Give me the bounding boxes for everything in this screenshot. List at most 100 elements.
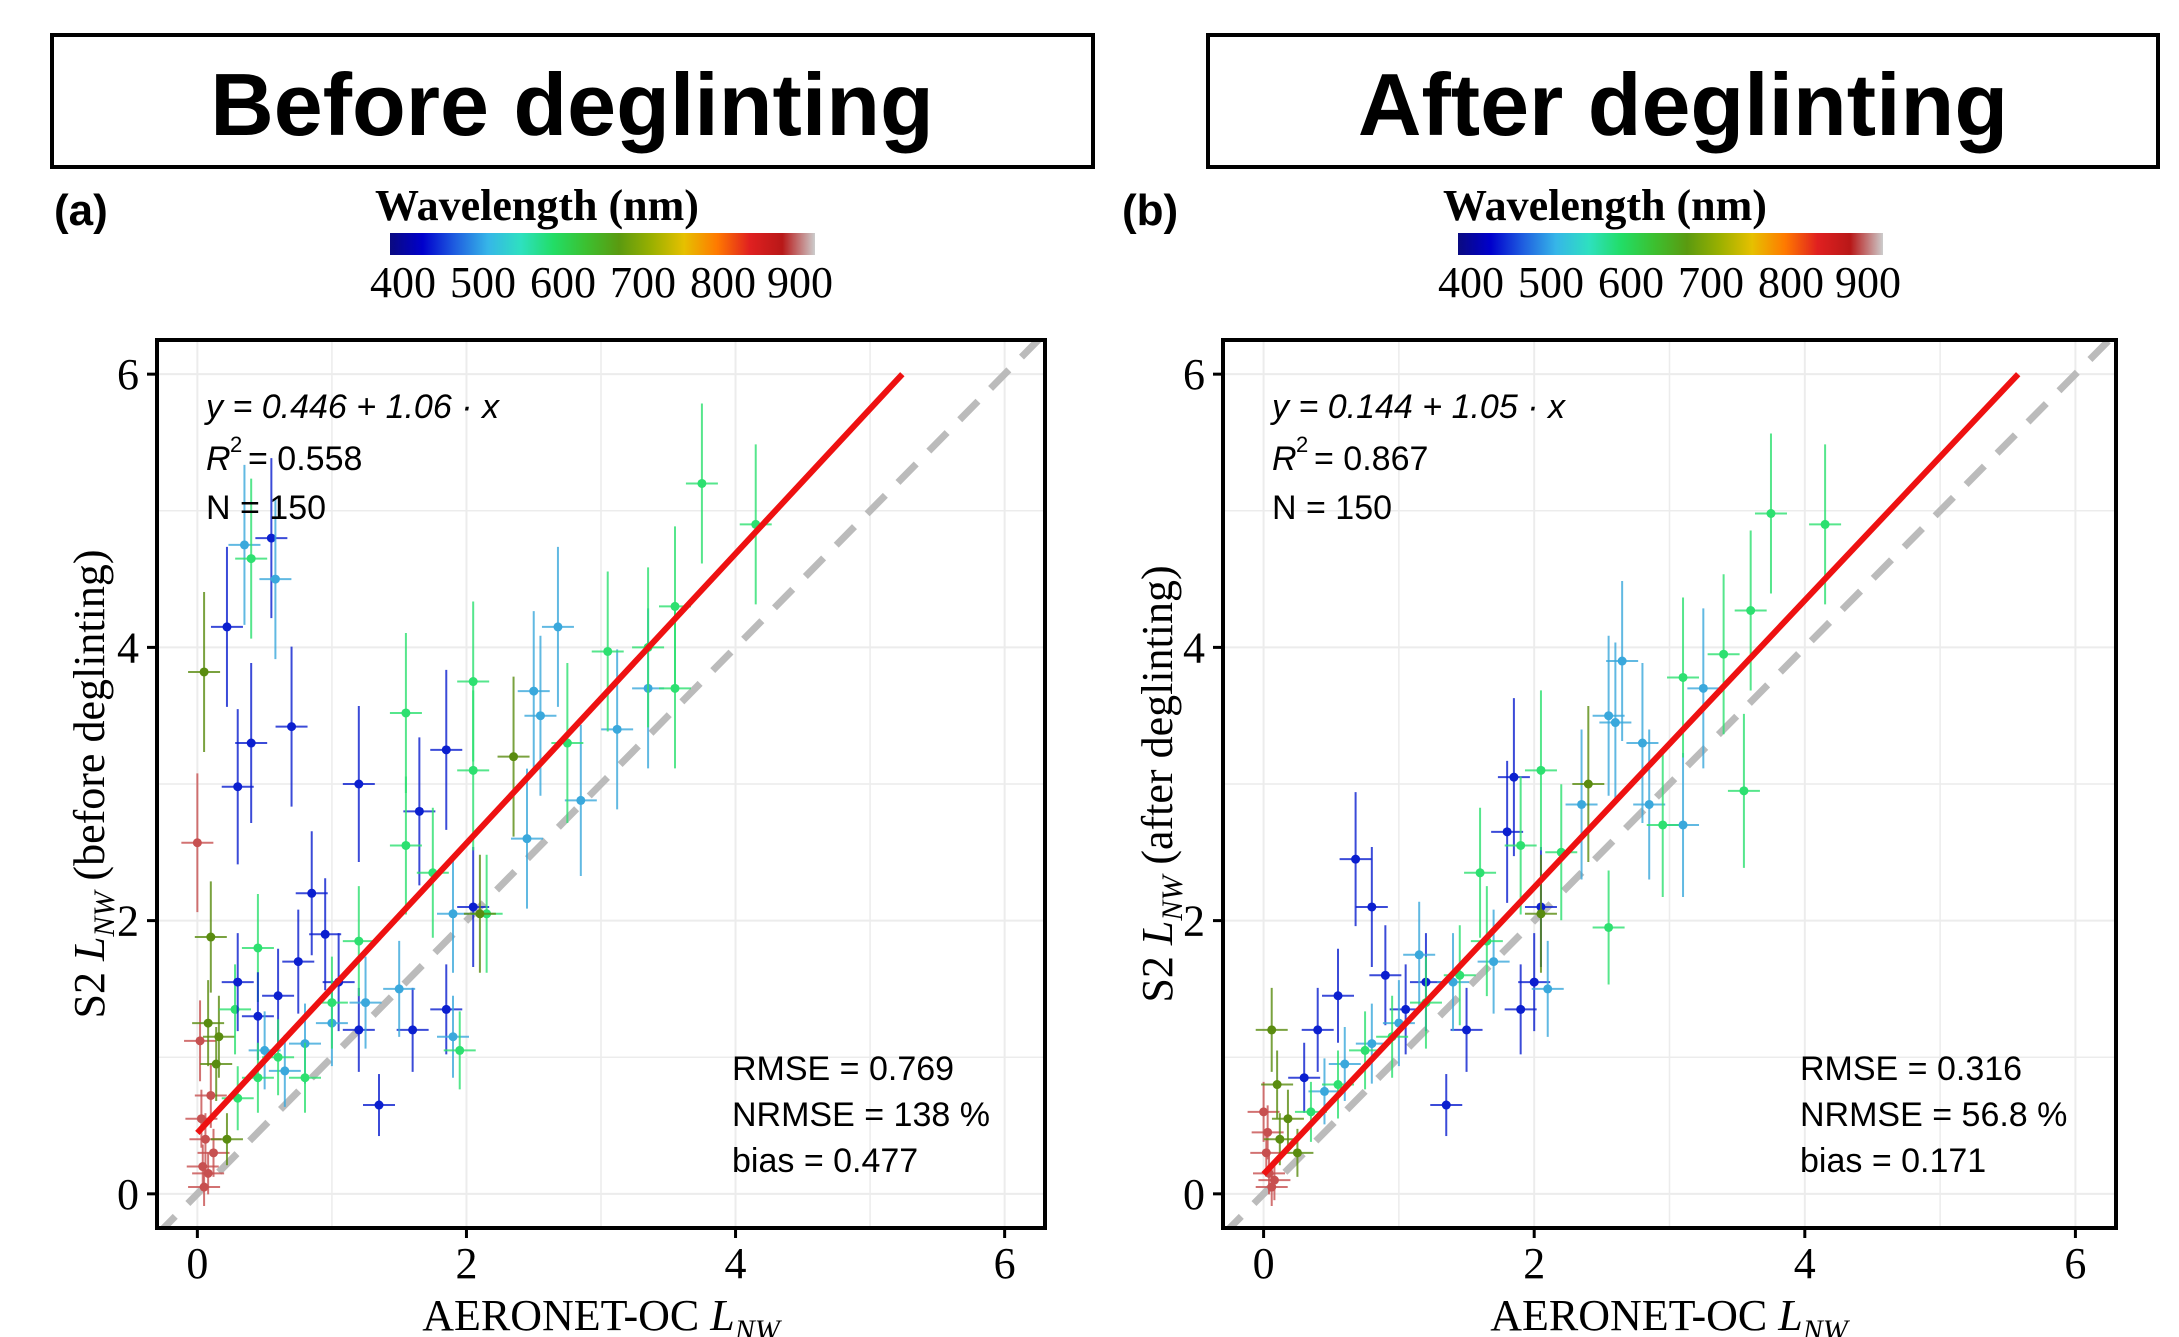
data-point [1475, 868, 1485, 878]
data-point [206, 1090, 216, 1100]
data-point [475, 909, 485, 919]
sample-count: N = 150 [1272, 489, 1392, 527]
x-axis-label-prefix: AERONET-OC [422, 1291, 699, 1337]
data-point [1746, 605, 1756, 615]
data-point [195, 1036, 205, 1046]
data-point [1267, 1025, 1277, 1035]
data-point [1583, 779, 1593, 789]
data-point [266, 533, 276, 543]
y-axis-label: S2 LNW (after deglinting) [1133, 565, 1192, 1002]
axes: 0 2 4 6 0 2 4 6 [1183, 350, 2086, 1288]
data-point [260, 1045, 270, 1055]
data-point [361, 998, 371, 1008]
data-point [468, 902, 478, 912]
colorbar-tick-label: 600 [1598, 258, 1664, 307]
data-point [253, 1011, 263, 1021]
data-point [253, 1073, 263, 1083]
panel-title-box [50, 33, 1095, 169]
fit-line-layer [195, 372, 905, 1135]
sample-count: N = 150 [206, 489, 326, 527]
y-tick-label: 4 [1183, 623, 1205, 672]
data-point [1502, 827, 1512, 837]
panel-title: Before deglinting [210, 55, 934, 154]
data-point [1516, 1004, 1526, 1014]
data-point [1455, 970, 1465, 980]
data-point [354, 1025, 364, 1035]
data-point [1292, 1148, 1302, 1158]
identity-line [1224, 340, 2115, 1228]
data-point [354, 779, 364, 789]
fit-line [1261, 372, 2021, 1177]
x-axis-label-subscript: NW [734, 1314, 783, 1337]
colorbar-tick-label: 400 [1438, 258, 1504, 307]
data-point [1543, 984, 1553, 994]
data-point [509, 752, 519, 762]
data-point [214, 1032, 224, 1042]
data-point [529, 686, 539, 696]
colorbar-tick-label: 500 [1518, 258, 1584, 307]
data-point [468, 677, 478, 687]
identity-line-layer [1224, 340, 2115, 1228]
data-point [448, 909, 458, 919]
bias: bias = 0.477 [732, 1142, 918, 1180]
data-point [1414, 950, 1424, 960]
data-point [1536, 909, 1546, 919]
data-point [1283, 1114, 1293, 1124]
x-tick-label: 2 [455, 1239, 477, 1288]
data-point [441, 1004, 451, 1014]
panel-title-box [1206, 33, 2160, 169]
data-point [1313, 1025, 1323, 1035]
r-squared-value: = 0.558 [248, 440, 362, 478]
fit-equation: y = 0.446 + 1.06 · x [204, 388, 500, 426]
data-point [1678, 820, 1688, 830]
fit-line [195, 372, 905, 1135]
data-point [203, 1168, 213, 1178]
data-point [1306, 1107, 1316, 1117]
data-points [1247, 433, 1842, 1207]
data-point [293, 957, 303, 967]
data-point [246, 554, 256, 564]
data-point [1509, 772, 1519, 782]
colorbar-tick-label: 900 [767, 258, 833, 307]
plot-frame [155, 338, 1047, 1230]
data-point [1333, 991, 1343, 1001]
panel-label: (b) [1122, 186, 1178, 235]
x-axis-label-symbol: L [709, 1291, 734, 1337]
y-tick-label: 6 [117, 350, 139, 399]
data-point [1678, 672, 1688, 682]
x-axis-label-prefix: AERONET-OC [1490, 1291, 1767, 1337]
data-point [1340, 1059, 1350, 1069]
y-tick-label: 0 [1183, 1170, 1205, 1219]
data-point [1263, 1127, 1273, 1137]
data-point [320, 929, 330, 939]
colorbar [390, 233, 815, 255]
stats-top: y = 0.144 + 1.05 · x R 2 = 0.867 N = 150 [1270, 388, 1566, 527]
colorbar-tick-label: 800 [1758, 258, 1824, 307]
stats-bottom: RMSE = 0.769 NRMSE = 138 % bias = 0.477 [732, 1050, 990, 1180]
data-point [199, 667, 209, 677]
data-point [1367, 902, 1377, 912]
data-point [612, 724, 622, 734]
colorbar-title: Wavelength (nm) [1443, 181, 1767, 230]
data-point [222, 1134, 232, 1144]
data-point [414, 806, 424, 816]
stats-top: y = 0.446 + 1.06 · x R 2 = 0.558 N = 150 [204, 388, 500, 527]
y-axis-label: S2 LNW (before deglinting) [65, 549, 124, 1018]
data-point [1604, 711, 1614, 721]
data-point [253, 943, 263, 953]
plot-frame [1221, 338, 2118, 1230]
r-squared-exponent: 2 [1296, 432, 1308, 457]
colorbar-ticks: 400 500 600 700 800 900 [1438, 258, 1901, 307]
data-point [327, 998, 337, 1008]
data-point [1272, 1080, 1282, 1090]
y-axis-label-prefix: S2 [1133, 956, 1182, 1002]
data-point [1739, 786, 1749, 796]
data-point [1577, 799, 1587, 809]
data-point [522, 834, 532, 844]
y-tick-label: 4 [117, 623, 139, 672]
colorbar-tick-label: 600 [530, 258, 596, 307]
r-squared-symbol: R [206, 440, 231, 478]
y-axis-label-symbol: L [65, 937, 114, 962]
identity-line [158, 340, 1044, 1228]
